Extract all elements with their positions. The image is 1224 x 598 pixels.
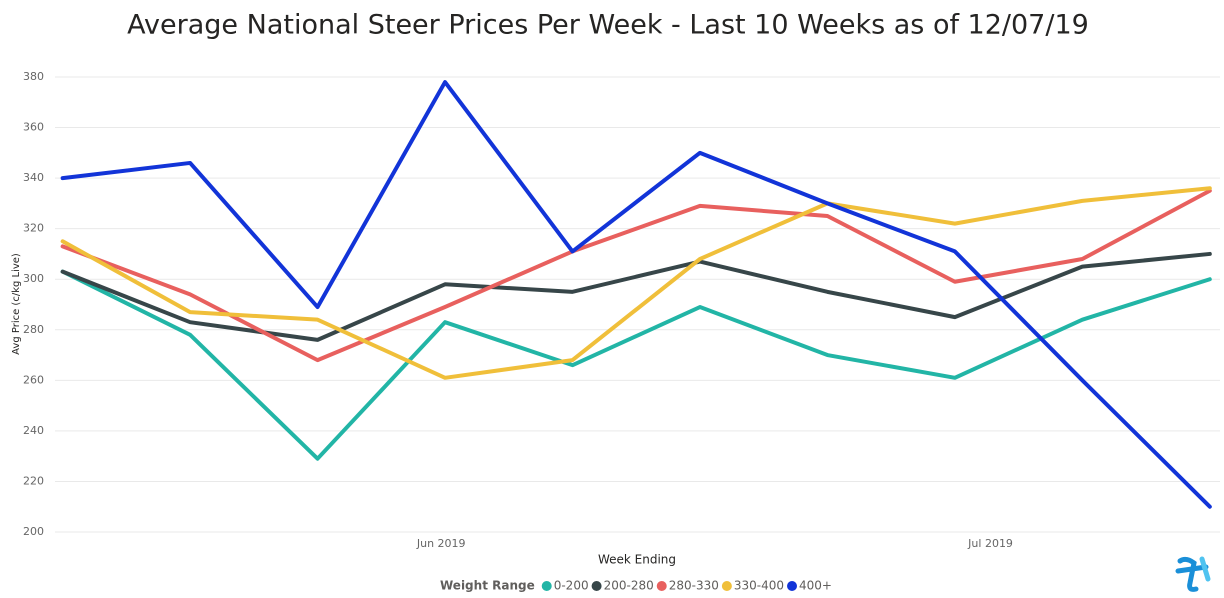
- y-tick-label: 240: [23, 424, 44, 437]
- chart-title: Average National Steer Prices Per Week -…: [127, 10, 1089, 41]
- series-line: [60, 186, 1212, 380]
- y-tick-label: 280: [23, 323, 44, 336]
- series-line: [60, 188, 1212, 363]
- x-tick-label: Jul 2019: [967, 537, 1013, 550]
- logo: [1175, 556, 1211, 592]
- x-axis-title: Week Ending: [598, 553, 676, 567]
- legend-label: 280-330: [669, 579, 719, 593]
- y-tick-label: 220: [23, 474, 44, 487]
- legend-label: 400+: [799, 579, 832, 593]
- series-line: [60, 269, 1212, 461]
- legend-swatch: [721, 581, 732, 591]
- legend-label: 200-280: [604, 579, 654, 593]
- series-line: [60, 251, 1212, 342]
- y-tick-label: 260: [23, 373, 44, 386]
- legend-label: 0-200: [554, 579, 589, 593]
- series-line: [60, 80, 1212, 509]
- y-tick-label: 340: [23, 171, 44, 184]
- legend-label: 330-400: [734, 579, 784, 593]
- legend-swatch: [656, 581, 667, 591]
- y-tick-label: 300: [23, 272, 44, 285]
- legend-swatch: [591, 581, 602, 591]
- y-tick-label: 320: [23, 222, 44, 235]
- y-tick-label: 200: [23, 525, 44, 538]
- y-tick-label: 360: [23, 121, 44, 134]
- x-tick-label: Jun 2019: [416, 537, 466, 550]
- legend-swatch: [787, 581, 798, 591]
- legend: Weight Range 0-200 200-280 280-330 330-400 40…: [440, 579, 832, 593]
- legend-swatch: [541, 581, 552, 591]
- y-tick-label: 380: [23, 70, 44, 83]
- y-axis-title: Avg Price (c/kg Live): [11, 253, 22, 355]
- grid: [55, 76, 1220, 533]
- legend-title: Weight Range: [440, 579, 535, 593]
